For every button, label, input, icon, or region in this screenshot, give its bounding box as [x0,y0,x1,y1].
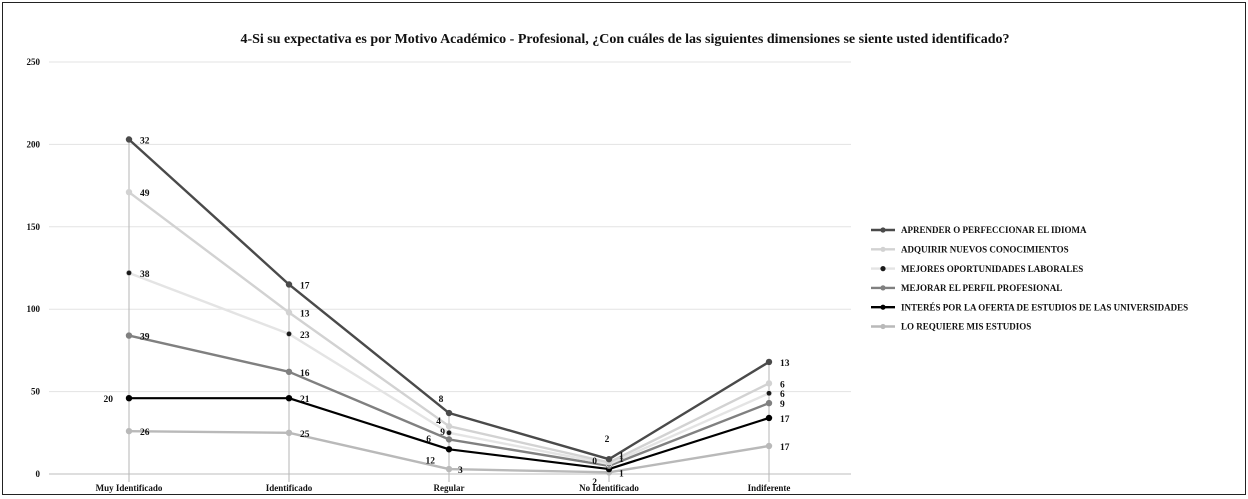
data-point [125,136,133,143]
data-label: 32 [140,136,150,146]
y-tick-label: 150 [27,222,41,232]
data-label: 8 [439,395,444,405]
data-point [765,414,773,422]
data-label: 1 [619,451,624,461]
data-label: 12 [426,456,436,466]
data-label: 6 [780,380,785,390]
legend-label: MEJORES OPORTUNIDADES LABORALES [901,264,1083,274]
legend-label: APRENDER O PERFECCIONAR EL IDIOMA [901,225,1087,235]
legend-marker [880,266,886,272]
data-label: 23 [300,331,310,341]
x-tick-label: Indiferente [748,483,791,493]
data-label: 6 [426,435,431,445]
data-point [285,429,293,436]
data-point [445,465,453,473]
data-label: 1 [619,469,624,479]
data-point [285,394,293,402]
data-label: 17 [300,281,310,291]
legend-marker [880,323,886,330]
legend-marker [880,304,886,310]
data-label: 0 [592,457,597,467]
legend-label: LO REQUIERE MIS ESTUDIOS [901,322,1031,332]
data-label: 4 [436,417,441,427]
legend-label: INTERÉS POR LA OFERTA DE ESTUDIOS DE LAS… [901,302,1188,312]
x-tick-label: Identificado [266,483,313,493]
data-label: 13 [300,309,310,319]
legend-label: MEJORAR EL PERFIL PROFESIONAL [901,283,1062,293]
data-label: 21 [300,395,310,405]
data-point [125,188,133,196]
data-point [765,442,773,450]
data-label: 13 [780,359,790,369]
data-label: 9 [780,400,785,410]
data-label: 17 [780,443,790,453]
legend-marker [880,246,886,252]
data-label: 49 [140,189,150,199]
data-point [445,423,453,430]
legend: APRENDER O PERFECCIONAR EL IDIOMA ADQUIRI… [871,225,1188,332]
line-chart: 4-Si su expectativa es por Motivo Académ… [27,32,1189,493]
data-label: 26 [140,428,150,438]
y-tick-label: 200 [27,139,41,149]
data-label: 17 [780,415,790,425]
data-label: 39 [140,333,150,343]
data-point [445,409,453,417]
y-tick-label: 100 [27,304,41,314]
series-lines [125,136,773,476]
data-point [125,394,133,402]
data-label: 20 [104,395,114,405]
data-label: 9 [440,428,445,438]
data-label: 16 [300,369,310,379]
data-label: 2 [605,435,610,445]
data-point [445,429,453,436]
y-tick-label: 0 [36,469,41,479]
data-label: 6 [780,390,785,400]
data-point [125,427,133,435]
x-tick-label: No Identificado [579,483,639,493]
data-point [605,455,613,463]
x-tick-label: Muy Identificado [96,483,163,493]
chart-title: 4-Si su expectativa es por Motivo Académ… [240,32,1009,47]
data-label: 1 [619,455,624,465]
data-point [765,399,773,407]
legend-label: ADQUIRIR NUEVOS CONOCIMIENTOS [901,245,1069,255]
data-point [765,380,773,387]
legend-marker [880,227,886,233]
data-point [765,358,773,366]
data-label: 25 [300,430,310,440]
legend-marker [880,285,886,291]
data-point [285,281,293,288]
data-label: 3 [458,466,463,476]
y-tick-label: 250 [27,57,41,67]
data-point [285,368,293,376]
y-tick-label: 50 [31,387,41,397]
data-point [125,332,133,339]
data-point [445,436,453,443]
data-point [125,269,133,277]
data-point [285,330,293,338]
data-label: 2 [592,478,597,488]
x-tick-label: Regular [434,483,465,493]
data-point [765,390,773,397]
data-point [285,309,293,316]
data-point [445,446,453,453]
data-label: 38 [140,270,150,280]
